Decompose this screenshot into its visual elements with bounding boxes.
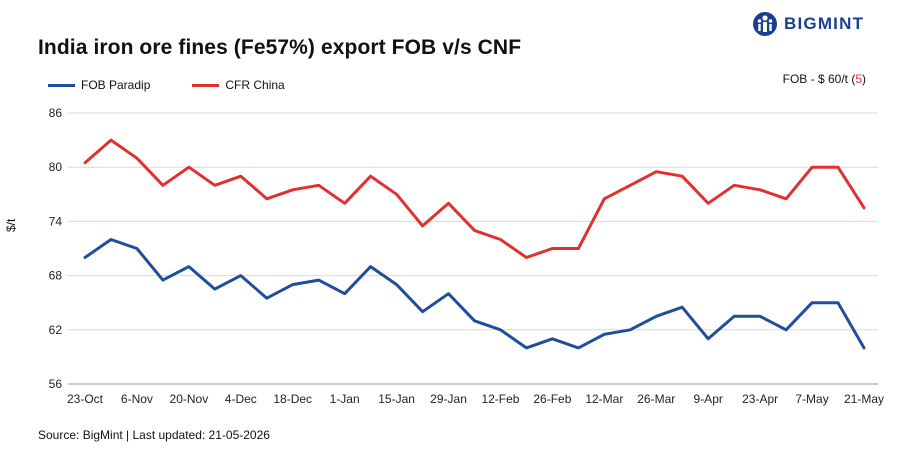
x-tick-label: 23-Oct [67, 392, 104, 406]
x-tick-label: 1-Jan [330, 392, 360, 406]
x-tick-label: 12-Mar [585, 392, 623, 406]
x-tick-label: 26-Feb [533, 392, 571, 406]
y-tick-label: 86 [49, 106, 63, 120]
x-tick-label: 12-Feb [481, 392, 519, 406]
y-tick-label: 80 [49, 160, 63, 174]
logo-text: BIGMINT [784, 14, 865, 33]
legend-swatch-cfr [192, 83, 220, 87]
fob-note-prefix: FOB - $ 60/t ( [782, 72, 856, 86]
x-tick-label: 29-Jan [430, 392, 467, 406]
y-tick-label: 56 [49, 377, 63, 391]
series-line-cfr-china [83, 138, 866, 259]
x-tick-label: 23-Apr [742, 392, 778, 406]
legend-item-fob: FOB Paradip [48, 78, 150, 92]
x-tick-label: 15-Jan [378, 392, 415, 406]
legend-item-cfr: CFR China [192, 78, 285, 92]
x-tick-labels: 23-Oct 6-Nov 20-Nov 4-Dec 18-Dec 1-Jan 15-Jan 2… [67, 392, 884, 406]
y-tick-label: 74 [49, 214, 63, 228]
x-tick-label: 20-Nov [170, 392, 209, 406]
legend-label-fob: FOB Paradip [81, 78, 151, 92]
x-tick-label: 6-Nov [121, 392, 153, 406]
x-tick-label: 7-May [795, 392, 828, 406]
series-line-fob-paradip [83, 238, 866, 350]
gridlines [68, 112, 878, 385]
chart-legend: FOB Paradip CFR China [48, 78, 327, 92]
legend-swatch-fob [48, 83, 75, 87]
x-tick-label: 9-Apr [694, 392, 723, 406]
source-note: Source: BigMint | Last updated: 21-05-20… [38, 428, 270, 442]
legend-label-cfr: CFR China [225, 78, 285, 92]
y-tick-labels: 56 62 68 74 80 86 [49, 106, 63, 391]
series-lines [83, 138, 866, 350]
y-tick-label: 62 [49, 323, 63, 337]
x-tick-label: 18-Dec [273, 392, 312, 406]
x-tick-label: 21-May [844, 392, 884, 406]
y-tick-label: 68 [49, 269, 63, 283]
x-tick-label: 26-Mar [637, 392, 675, 406]
x-tick-label: 4-Dec [225, 392, 257, 406]
bigmint-logo-icon [753, 12, 777, 36]
fob-note: FOB - $ 60/t (5) [783, 72, 866, 86]
fob-note-value: 5 [855, 72, 862, 86]
chart-title: India iron ore fines (Fe57%) export FOB … [38, 36, 522, 59]
fob-note-suffix: ) [862, 72, 866, 86]
bigmint-logo: BIGMINT [752, 10, 864, 38]
